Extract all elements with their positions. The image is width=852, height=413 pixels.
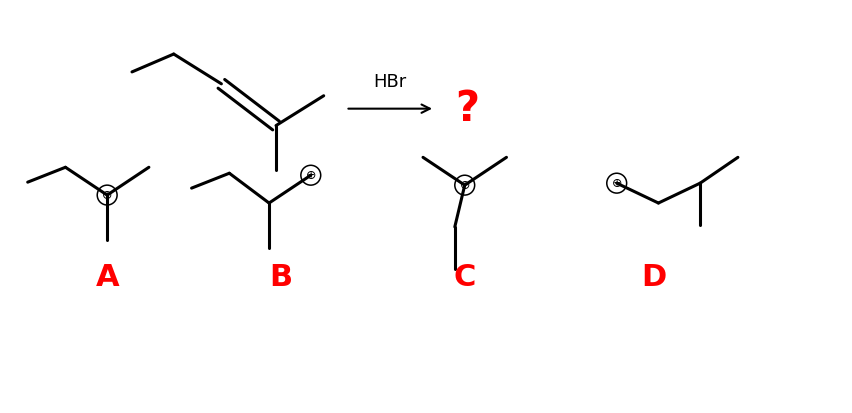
Text: ⊕: ⊕: [459, 179, 469, 192]
Text: D: D: [640, 263, 665, 292]
Text: B: B: [269, 263, 292, 292]
Text: ⊕: ⊕: [305, 169, 315, 182]
Text: ?: ?: [455, 88, 479, 130]
Text: C: C: [453, 263, 475, 292]
Text: ⊕: ⊕: [611, 177, 621, 190]
Text: A: A: [95, 263, 118, 292]
Text: ⊕: ⊕: [101, 189, 112, 202]
Text: HBr: HBr: [373, 73, 406, 91]
